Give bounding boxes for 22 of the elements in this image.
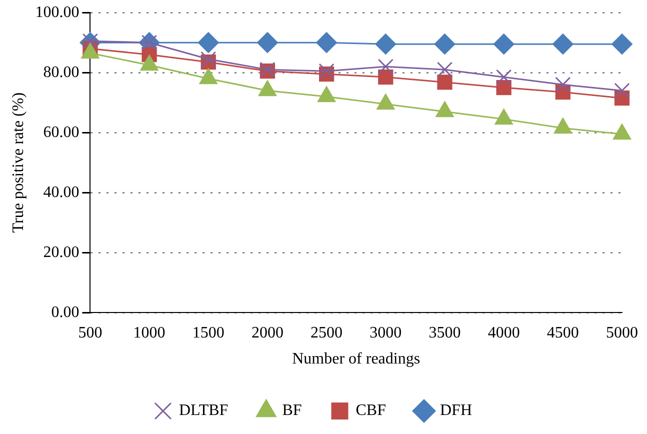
x-tick-label: 3000 (370, 324, 402, 342)
y-tick-label: 100.00 (35, 4, 80, 21)
y-tick-label: 20.00 (43, 244, 80, 261)
legend-label: DLTBF (178, 402, 228, 420)
legend-label: BF (282, 402, 302, 420)
x-tick-label: 2500 (310, 324, 343, 342)
x-tick-label: 2000 (251, 324, 284, 342)
y-tick-label: 60.00 (43, 124, 80, 141)
x-tick-label: 500 (78, 324, 102, 342)
x-tick-label: 1000 (133, 324, 166, 342)
y-tick-label: 0.00 (51, 304, 80, 321)
x-tick-label: 1500 (192, 324, 224, 342)
y-axis-title: True positive rate (%) (10, 92, 27, 233)
y-tick-label: 80.00 (43, 64, 80, 81)
x-tick-label: 4000 (488, 324, 520, 342)
x-tick-label: 5000 (606, 324, 638, 342)
legend-label: DFH (440, 402, 472, 420)
legend-label: CBF (356, 402, 386, 420)
y-tick-label: 40.00 (43, 184, 80, 201)
x-tick-label: 4500 (546, 324, 579, 342)
x-axis-title: Number of readings (292, 350, 420, 368)
x-tick-label: 3500 (428, 324, 461, 342)
